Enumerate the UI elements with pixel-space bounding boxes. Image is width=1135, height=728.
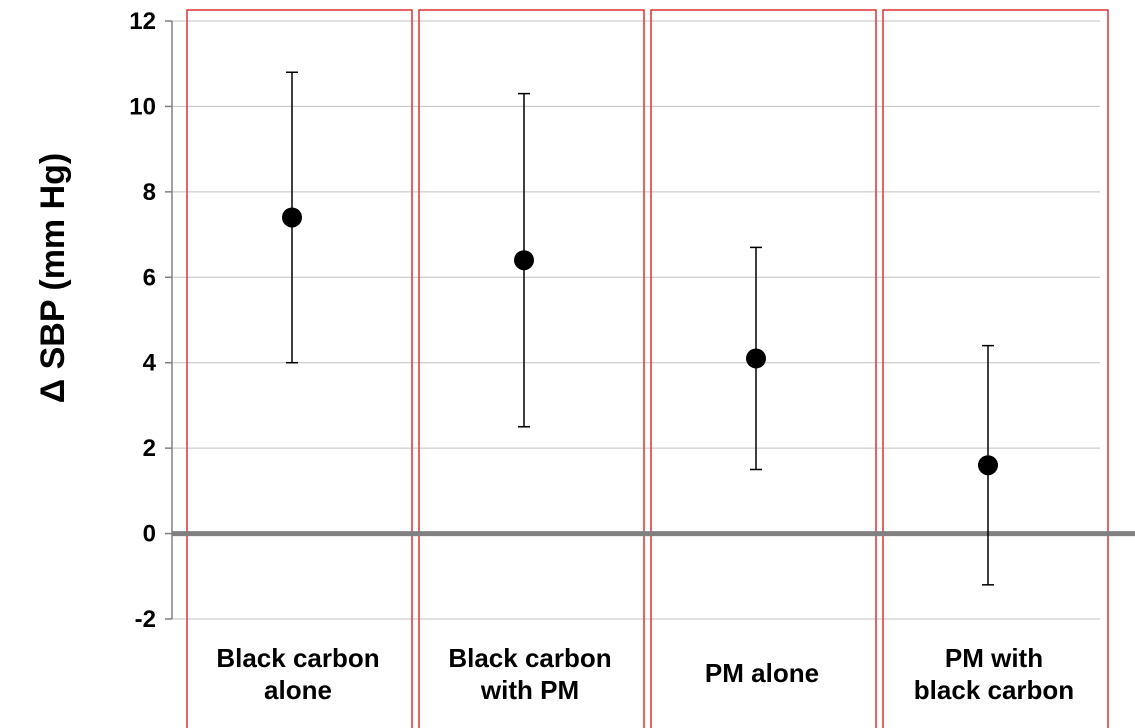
data-point — [282, 207, 302, 228]
category-label-line: with PM — [480, 675, 579, 705]
data-point — [746, 348, 766, 369]
y-axis-label: Δ SBP (mm Hg) — [34, 153, 72, 404]
category-panel — [882, 9, 1109, 728]
category-label: PM alone — [705, 658, 819, 688]
gridlines — [172, 20, 1100, 620]
y-tick-label: 6 — [143, 264, 156, 291]
category-label: Black carbon with PM — [448, 643, 611, 705]
category-label-line: PM alone — [705, 658, 819, 688]
y-tick-label: -2 — [135, 606, 156, 633]
category-label: Black carbon alone — [216, 643, 379, 705]
category-label-line: alone — [264, 675, 332, 705]
category-panel — [650, 9, 877, 728]
y-tick-label: 12 — [129, 8, 156, 35]
category-label-line: black carbon — [914, 675, 1074, 705]
y-axis: -2 0 2 4 6 8 10 12 — [129, 8, 173, 633]
category-label-line: Black carbon — [448, 643, 611, 673]
category-panel — [418, 9, 645, 728]
y-tick-label: 4 — [143, 350, 157, 377]
y-tick-label: 8 — [143, 179, 156, 206]
data-point — [514, 250, 534, 271]
data-marks — [282, 71, 998, 586]
y-tick-label: 0 — [143, 521, 156, 548]
category-label-line: Black carbon — [216, 643, 379, 673]
data-point — [978, 455, 998, 476]
category-label: PM with black carbon — [914, 643, 1074, 705]
category-panel — [186, 9, 413, 728]
y-tick-label: 10 — [129, 93, 156, 120]
category-label-line: PM with — [945, 643, 1043, 673]
category-panels — [186, 9, 1109, 728]
y-tick-label: 2 — [143, 435, 156, 462]
